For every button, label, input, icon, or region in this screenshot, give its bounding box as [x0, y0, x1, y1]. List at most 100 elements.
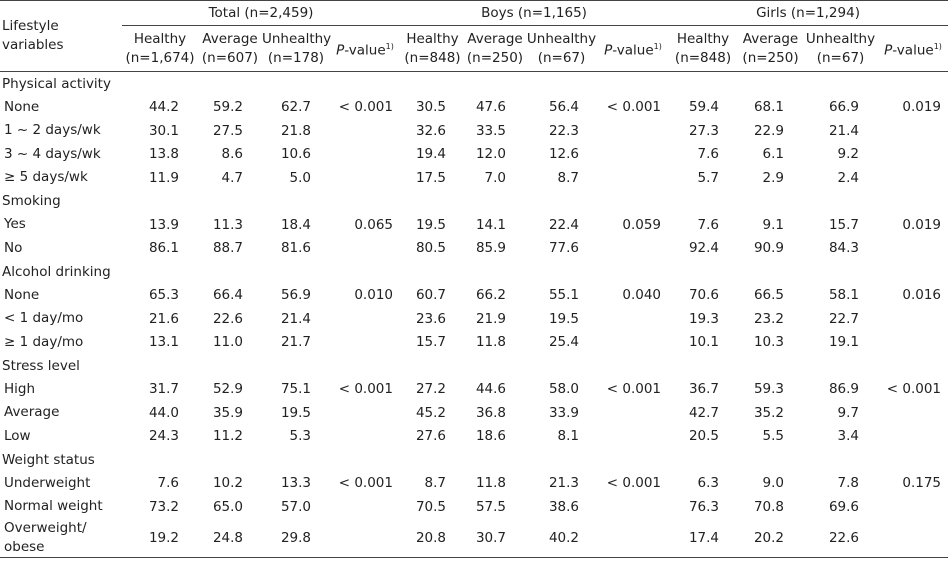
- row-label: None: [4, 286, 40, 303]
- data-row: ≥ 1 day/mo 13.1 11.0 21.7 15.7 11.8 25.4 10.1 10…: [0, 331, 948, 355]
- p-value-cell: < 0.001: [338, 99, 393, 116]
- value-cell: 44.2: [148, 99, 179, 116]
- section-row: Physical activity: [0, 72, 948, 96]
- value-cell: 44.0: [148, 404, 179, 421]
- column-header: Average (n=250): [738, 25, 804, 72]
- column-header: Unhealthy (n=67): [525, 25, 598, 72]
- p-note: 1): [385, 41, 394, 51]
- column-header: Average (n=607): [198, 25, 262, 72]
- p-value-cell: < 0.001: [338, 475, 393, 492]
- p-value-header: P-value1): [330, 25, 400, 72]
- value-cell: 33.5: [475, 122, 506, 139]
- value-cell: 23.2: [753, 310, 785, 327]
- section-title: Stress level: [2, 357, 80, 374]
- value-cell: 15.7: [828, 216, 860, 233]
- p-value-cell: [330, 237, 400, 261]
- data-row: ≥ 5 days/wk 11.9 4.7 5.0 17.5 7.0 8.7 5.7 2.9 2.4: [0, 166, 948, 190]
- value-cell: 65.3: [148, 287, 179, 304]
- p-value-cell: [878, 119, 948, 143]
- value-cell: 42.7: [688, 404, 720, 421]
- data-row: Normal weight 73.2 65.0 57.0 70.5 57.5 38.6 76.…: [0, 495, 948, 519]
- value-cell: 35.2: [753, 404, 785, 421]
- value-cell: 35.9: [212, 404, 243, 421]
- column-n: (n=250): [466, 49, 524, 66]
- column-header-row: Healthy (n=1,674) Average (n=607) Unhealthy(…: [0, 25, 948, 72]
- row-label: High: [4, 380, 36, 397]
- p-value-cell: [878, 519, 948, 558]
- value-cell: 9.0: [762, 475, 785, 492]
- value-cell: 21.4: [828, 122, 860, 139]
- p-value-cell: [598, 143, 668, 167]
- p-value-cell: 0.019: [902, 99, 942, 116]
- column-header: Healthy (n=1,674): [122, 25, 198, 72]
- value-cell: 21.8: [280, 122, 311, 139]
- value-cell: 24.8: [212, 529, 243, 546]
- value-cell: 30.5: [415, 99, 446, 116]
- row-label: ≥ 5 days/wk: [4, 169, 88, 186]
- section-row: Alcohol drinking: [0, 260, 948, 284]
- row-label: 1 ~ 2 days/wk: [4, 122, 101, 139]
- value-cell: 21.6: [148, 310, 179, 327]
- value-cell: 20.8: [415, 529, 446, 546]
- p-value-cell: [878, 495, 948, 519]
- p-value-cell: 0.016: [902, 287, 942, 304]
- row-label: < 1 day/mo: [4, 310, 84, 327]
- data-row: Underweight 7.6 10.2 13.3 < 0.001 8.7 11.8 21.3…: [0, 472, 948, 496]
- value-cell: 38.6: [548, 498, 579, 515]
- p-value-cell: [330, 331, 400, 355]
- p-value-cell: [330, 166, 400, 190]
- value-cell: 40.2: [548, 529, 579, 546]
- value-cell: 19.5: [548, 310, 579, 327]
- value-cell: 27.6: [415, 428, 446, 445]
- column-label: Unhealthy: [526, 30, 597, 47]
- value-cell: 13.3: [280, 475, 311, 492]
- p-value-cell: [330, 495, 400, 519]
- p-value-cell: 0.175: [902, 475, 942, 492]
- value-cell: 2.9: [762, 169, 785, 186]
- p-value-header: P-value1): [878, 25, 948, 72]
- p-value-cell: 0.040: [622, 287, 662, 304]
- p-value-cell: [598, 425, 668, 449]
- p-value-cell: [878, 331, 948, 355]
- data-row: 3 ~ 4 days/wk 13.8 8.6 10.6 19.4 12.0 12.6 7.6 6…: [0, 143, 948, 167]
- column-label: Average: [202, 30, 258, 47]
- value-cell: 73.2: [148, 498, 179, 515]
- value-cell: 17.5: [415, 169, 446, 186]
- column-label: Healthy: [406, 30, 459, 47]
- table-body: Physical activity None 44.2 59.2 62.7 < 0.001…: [0, 72, 948, 558]
- value-cell: 70.6: [688, 287, 720, 304]
- column-header: Unhealthy (n=178): [262, 25, 331, 72]
- value-cell: 85.9: [475, 240, 506, 257]
- group-header: Total (n=2,459): [122, 0, 400, 26]
- column-n: (n=250): [742, 49, 799, 66]
- value-cell: 2.4: [837, 169, 860, 186]
- column-header: Healthy (n=848): [400, 25, 465, 72]
- group-header-row: Lifestyle variables Total (n=2,459) Boys (…: [0, 0, 948, 72]
- value-cell: 19.5: [415, 216, 446, 233]
- column-n: (n=67): [816, 49, 865, 66]
- data-row: Low 24.3 11.2 5.3 27.6 18.6 8.1 20.5 5.5 3.4: [0, 425, 948, 449]
- value-cell: 22.6: [212, 310, 243, 327]
- value-cell: 23.6: [415, 310, 446, 327]
- p-text: -value: [612, 42, 654, 59]
- data-row: Yes 13.9 11.3 18.4 0.065 19.5 14.1 22.4 0.059 7.6…: [0, 213, 948, 237]
- value-cell: 10.1: [688, 334, 720, 351]
- data-row: 1 ~ 2 days/wk 30.1 27.5 21.8 32.6 33.5 22.3 27.…: [0, 119, 948, 143]
- value-cell: 66.9: [828, 99, 860, 116]
- value-cell: 13.1: [148, 334, 179, 351]
- value-cell: 27.5: [212, 122, 243, 139]
- value-cell: 84.3: [828, 240, 860, 257]
- value-cell: 80.5: [415, 240, 446, 257]
- value-cell: 88.7: [212, 240, 243, 257]
- value-cell: 19.1: [828, 334, 860, 351]
- value-cell: 92.4: [688, 240, 720, 257]
- p-value-cell: [598, 119, 668, 143]
- data-table: Lifestyle variables Total (n=2,459) Boys (…: [0, 0, 948, 558]
- p-value-cell: 0.019: [902, 216, 942, 233]
- value-cell: 5.5: [762, 428, 785, 445]
- value-cell: 52.9: [212, 381, 243, 398]
- data-row: High 31.7 52.9 75.1 < 0.001 27.2 44.6 58.0 < 0.0…: [0, 378, 948, 402]
- value-cell: 8.6: [221, 146, 243, 163]
- value-cell: 7.6: [697, 216, 720, 233]
- p-value-cell: [330, 401, 400, 425]
